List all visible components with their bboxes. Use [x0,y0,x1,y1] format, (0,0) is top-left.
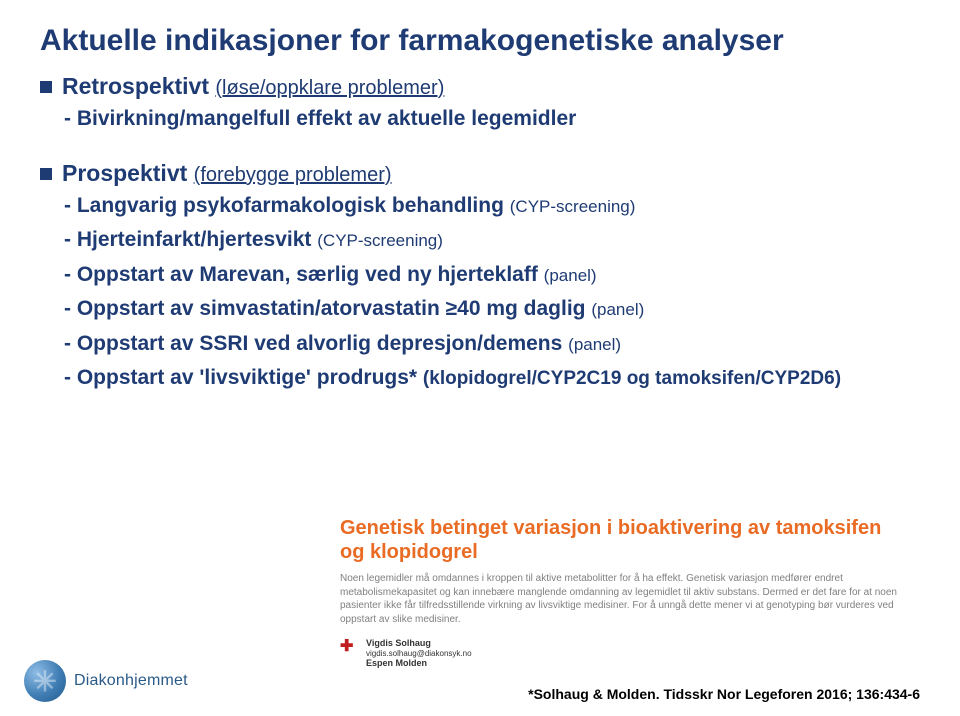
sub-text: - Oppstart av 'livsviktige' prodrugs* [64,366,423,389]
section1-sub1: - Bivirkning/mangelfull effekt av aktuel… [64,104,920,134]
sub-text: - Langvarig psykofarmakologisk behandlin… [64,194,510,217]
clip-author2: Espen Molden [366,658,427,668]
sub-paren: (panel) [568,335,621,354]
sub-paren: (panel) [544,266,597,285]
sub-text: - Hjerteinfarkt/hjertesvikt [64,228,317,251]
clip-authors: ✚ Vigdis Solhaug vigdis.solhaug@diakonsy… [340,638,900,669]
sub-paren: (CYP-screening) [317,231,443,250]
section2-sub6: - Oppstart av 'livsviktige' prodrugs* (k… [64,363,920,393]
cross-icon: ✚ [340,638,358,656]
org-logo: ✳ Diakonhjemmet [24,660,188,702]
clip-author1: Vigdis Solhaug [366,638,431,648]
logo-mark-icon: ✳ [24,660,66,702]
section2-sub1: - Langvarig psykofarmakologisk behandlin… [64,191,920,221]
bullet-item-prospektivt: Prospektivt (forebygge problemer) [40,160,920,187]
sub-paren: (panel) [591,300,644,319]
square-bullet-icon [40,81,52,93]
section2-sub3: - Oppstart av Marevan, særlig ved ny hje… [64,260,920,290]
section2-sub4: - Oppstart av simvastatin/atorvastatin ≥… [64,294,920,324]
sub-text: - Oppstart av Marevan, særlig ved ny hje… [64,263,544,286]
section2-paren: (forebygge problemer) [194,164,392,186]
bullet-item-retrospektivt: Retrospektivt (løse/oppklare problemer) [40,73,920,100]
clip-email: vigdis.solhaug@diakonsyk.no [366,649,472,658]
square-bullet-icon [40,168,52,180]
section2-label: Prospektivt [62,160,187,186]
sub-text: - Oppstart av SSRI ved alvorlig depresjo… [64,332,568,355]
footer-citation: *Solhaug & Molden. Tidsskr Nor Legeforen… [528,686,920,702]
sub-paren: (CYP-screening) [510,197,636,216]
clip-body: Noen legemidler må omdannes i kroppen ti… [340,572,900,626]
section2-sub2: - Hjerteinfarkt/hjertesvikt (CYP-screeni… [64,225,920,255]
section1-paren: (løse/oppklare problemer) [215,77,444,99]
article-clipping: Genetisk betinget variasjon i bioaktiver… [340,516,900,669]
sub-paren: (klopidogrel/CYP2C19 og tamoksifen/CYP2D… [423,368,841,389]
section2-sub5: - Oppstart av SSRI ved alvorlig depresjo… [64,329,920,359]
clip-title: Genetisk betinget variasjon i bioaktiver… [340,516,900,564]
section1-label: Retrospektivt [62,73,209,99]
logo-name: Diakonhjemmet [74,672,188,690]
slide-title: Aktuelle indikasjoner for farmakogenetis… [40,24,920,59]
sub-text: - Oppstart av simvastatin/atorvastatin ≥… [64,297,591,320]
